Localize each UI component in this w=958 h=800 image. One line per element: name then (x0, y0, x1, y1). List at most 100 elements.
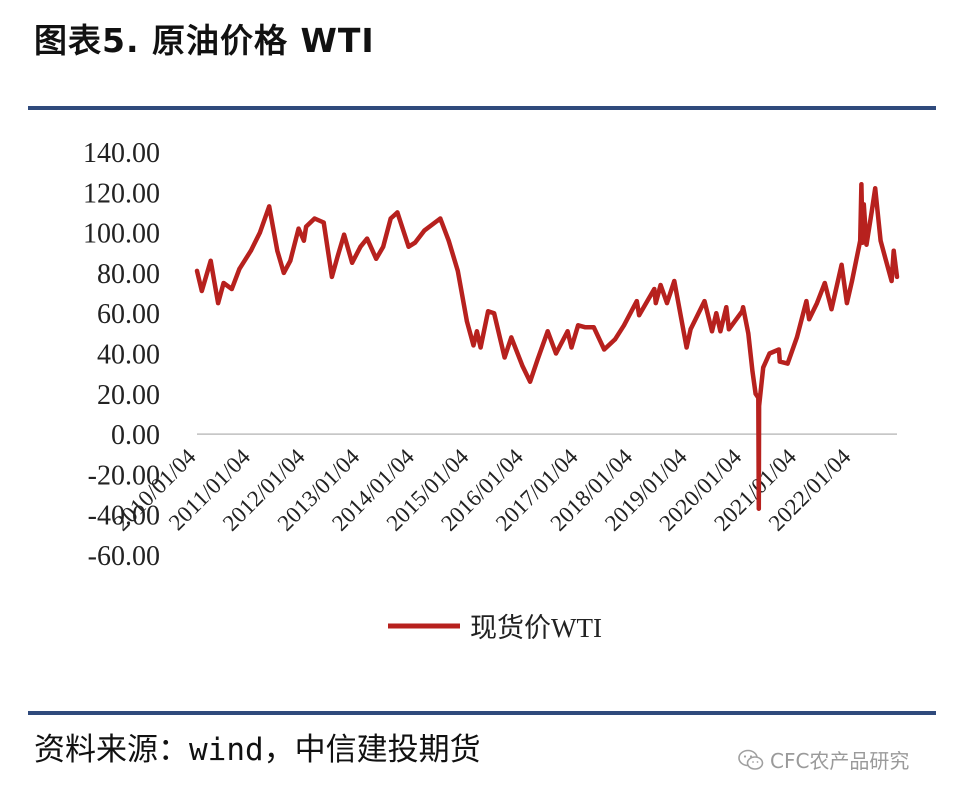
data-point (883, 256, 888, 261)
data-point (528, 379, 533, 384)
y-tick-label: 120.00 (83, 178, 160, 209)
data-point (438, 216, 443, 221)
data-point (889, 279, 894, 283)
data-point (658, 283, 663, 287)
y-tick-label: 60.00 (97, 299, 160, 330)
data-point (257, 230, 262, 235)
x-axis: 2010/01/042011/01/042012/01/042013/01/04… (109, 433, 897, 536)
data-point (569, 345, 574, 350)
data-point (822, 281, 827, 285)
data-point (374, 256, 379, 261)
data-point (350, 260, 355, 265)
data-point (869, 210, 874, 215)
data-point (829, 307, 834, 312)
data-point (672, 279, 677, 283)
data-point (815, 301, 819, 306)
data-point (520, 363, 525, 368)
data-point (221, 281, 226, 285)
data-point (702, 299, 707, 304)
data-point (767, 351, 772, 356)
y-tick-label: -60.00 (88, 541, 160, 572)
y-tick-label: 80.00 (97, 259, 160, 290)
data-point (684, 345, 689, 350)
data-point (565, 329, 570, 334)
data-point (613, 337, 617, 342)
bottom-divider (28, 711, 936, 715)
data-point (761, 365, 766, 370)
data-point (365, 236, 370, 241)
data-point (455, 268, 460, 273)
data-point (199, 289, 204, 293)
data-point (395, 210, 400, 215)
data-point (446, 238, 451, 243)
plot-area (194, 181, 900, 511)
data-point (554, 351, 558, 356)
data-point (714, 311, 719, 316)
data-point (844, 301, 849, 306)
data-point (859, 182, 864, 187)
data-point (474, 329, 479, 334)
data-point (860, 240, 865, 245)
data-point (741, 305, 746, 310)
data-point (388, 216, 393, 221)
y-tick-label: 40.00 (97, 340, 160, 371)
y-tick-label: 20.00 (97, 380, 160, 411)
data-point (237, 266, 242, 271)
data-point (861, 202, 866, 207)
data-point (381, 244, 386, 249)
line-chart: 140.00 120.00 100.00 80.00 60.00 40.00 20.00 0.… (83, 138, 900, 643)
watermark-text: CFC农产品研究 (770, 749, 910, 773)
data-point (335, 254, 340, 259)
data-point (406, 244, 411, 249)
data-point (321, 220, 326, 225)
data-point (710, 329, 714, 334)
source-note: 资料来源：wind，中信建投期货 (34, 732, 481, 768)
data-point (785, 361, 790, 366)
data-point (750, 369, 755, 374)
data-point (471, 343, 476, 348)
wechat-icon (738, 749, 764, 770)
data-point (891, 248, 896, 253)
data-point (850, 279, 854, 283)
watermark: CFC农产品研究 (738, 745, 909, 774)
legend-label: 现货价WTI (470, 613, 602, 643)
data-point (839, 262, 844, 267)
y-tick-label: 0.00 (111, 420, 160, 451)
data-point (208, 258, 213, 263)
data-point (653, 301, 658, 306)
data-point (229, 287, 234, 291)
data-point (281, 270, 286, 275)
data-point (726, 327, 731, 332)
data-point (509, 335, 514, 340)
data-point (688, 327, 693, 332)
data-point (413, 240, 417, 245)
data-point (296, 226, 301, 231)
data-point (545, 329, 550, 334)
data-point (267, 204, 272, 209)
data-point (777, 359, 782, 364)
data-point (637, 313, 642, 318)
data-point (329, 274, 334, 279)
data-point (248, 248, 253, 253)
figure-title: 图表5. 原油价格 WTI (34, 21, 375, 60)
data-point (312, 216, 317, 221)
data-point (794, 335, 799, 340)
data-point (591, 325, 596, 330)
data-point (486, 309, 491, 314)
y-tick-label: -40.00 (88, 501, 160, 532)
data-point (807, 317, 812, 322)
top-divider (28, 106, 936, 110)
data-point (756, 506, 761, 511)
data-point (492, 311, 497, 316)
data-point (634, 299, 639, 304)
data-point (478, 345, 483, 350)
data-point (724, 305, 729, 310)
data-point (652, 287, 657, 291)
data-point (753, 391, 758, 396)
data-point (304, 224, 309, 229)
data-point (895, 274, 899, 279)
data-point (665, 301, 669, 306)
legend: 现货价WTI (388, 613, 602, 643)
y-tick-label: 140.00 (83, 138, 160, 169)
data-point (622, 323, 626, 328)
